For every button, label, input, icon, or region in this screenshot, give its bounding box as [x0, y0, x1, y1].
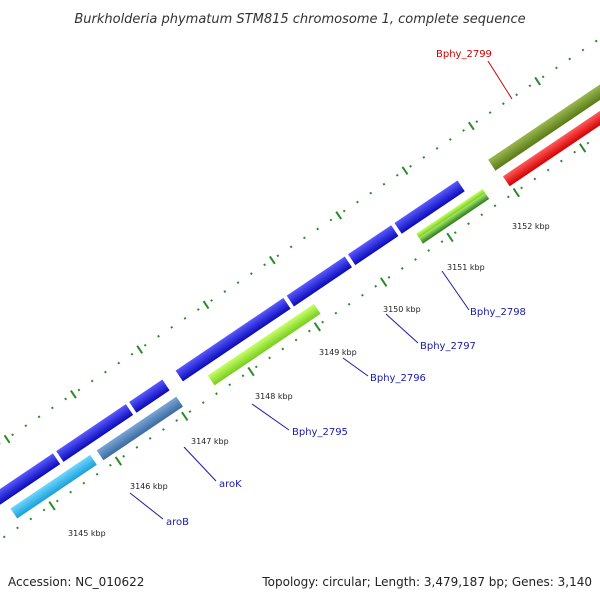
ruler-major-tick [114, 456, 123, 466]
gene-labels: aroB aroK Bphy_2795 Bphy_2796 Bphy_2797 … [166, 49, 526, 528]
leader-bphy2799 [487, 60, 513, 100]
ruler-major-tick [48, 501, 56, 511]
feature-block-7[interactable] [394, 180, 465, 234]
feature-bphy2798[interactable] [418, 193, 490, 244]
tick-label: 3148 kbp [255, 392, 293, 401]
map-title: Burkholderia phymatum STM815 chromosome … [74, 12, 525, 27]
ruler-major-tick [247, 366, 255, 377]
tick-labels: 3145 kbp 3146 kbp 3147 kbp 3148 kbp 3149… [68, 222, 550, 538]
ruler-major-tick [70, 390, 77, 399]
leader-bphy2796 [342, 357, 369, 377]
feature-bphy2798-highlight[interactable] [416, 188, 486, 238]
leader-arob [129, 492, 164, 520]
ruler-major-tick [136, 345, 144, 354]
chromosome-backbone [0, 63, 600, 537]
tick-label: 3152 kbp [512, 222, 550, 231]
outer-ruler-dots [0, 29, 600, 490]
tick-label: 3150 kbp [383, 305, 421, 314]
ruler-major-tick [3, 434, 11, 444]
gene-label-leaders [129, 60, 513, 520]
ruler-major-tick [313, 322, 321, 332]
feature-arok[interactable] [96, 396, 184, 461]
feature-bphy2795[interactable] [207, 303, 321, 386]
inner-ruler-major-ticks [48, 143, 587, 511]
gene-label-bphy2798[interactable]: Bphy_2798 [470, 307, 526, 318]
ruler-major-tick [446, 232, 454, 243]
gene-label-bphy2797[interactable]: Bphy_2797 [420, 341, 476, 352]
gene-label-arob[interactable]: aroB [166, 517, 189, 528]
tick-label: 3149 kbp [319, 348, 357, 357]
ruler-major-tick [335, 211, 343, 220]
tick-label: 3146 kbp [130, 482, 168, 491]
tick-label: 3147 kbp [191, 437, 229, 446]
gene-label-arok[interactable]: aroK [219, 479, 242, 490]
gene-label-bphy2795[interactable]: Bphy_2795 [292, 427, 348, 438]
feature-block-5[interactable] [286, 256, 352, 307]
feature-arob[interactable] [10, 454, 97, 519]
feature-bphy2799-red[interactable] [502, 64, 600, 187]
feature-bphy2799-upper[interactable] [488, 42, 600, 171]
ruler-major-tick [467, 121, 475, 131]
tick-label: 3145 kbp [68, 529, 106, 538]
ruler-major-tick [380, 277, 388, 287]
ruler-major-tick [401, 166, 409, 175]
outer-ruler-major-ticks [3, 76, 541, 444]
leader-bphy2797 [385, 313, 419, 344]
tick-label: 3151 kbp [447, 263, 485, 272]
ruler-major-tick [534, 76, 541, 86]
sequence-summary-text: Topology: circular; Length: 3,479,187 bp… [261, 575, 592, 589]
sequence-strip [0, 29, 600, 557]
feature-block-3[interactable] [129, 379, 170, 413]
ruler-major-tick [181, 411, 189, 422]
forward-strand-features [10, 64, 600, 519]
feature-block-1[interactable] [0, 453, 61, 509]
gene-label-bphy2796[interactable]: Bphy_2796 [370, 373, 426, 384]
gene-label-bphy2799[interactable]: Bphy_2799 [436, 49, 492, 60]
leader-arok [183, 446, 217, 482]
feature-block-4[interactable] [175, 297, 291, 382]
ruler-major-tick [512, 187, 520, 198]
ruler-major-tick [579, 143, 587, 153]
ruler-major-tick [202, 300, 210, 310]
feature-block-2[interactable] [56, 404, 134, 462]
leader-bphy2798 [441, 270, 470, 311]
ruler-major-tick [269, 255, 276, 265]
accession-text: Accession: NC_010622 [8, 575, 144, 589]
feature-block-6[interactable] [348, 225, 399, 266]
leader-bphy2795 [251, 403, 290, 431]
reverse-strand-features [0, 42, 600, 509]
